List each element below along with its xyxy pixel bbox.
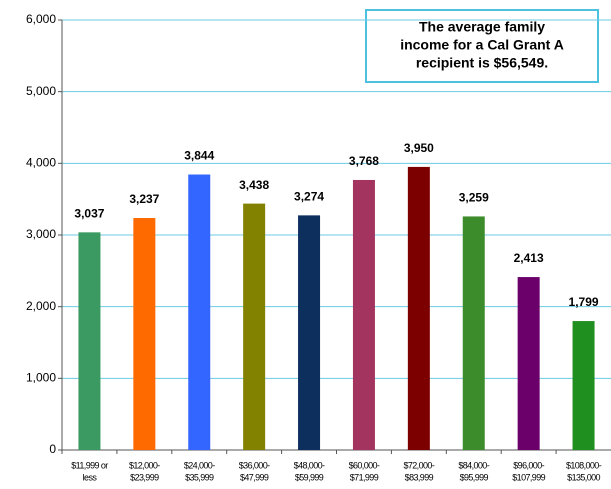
annotation: income for a Cal Grant A — [400, 37, 564, 53]
value-label: 2,413 — [514, 251, 544, 265]
x-tick-label: $12,000- — [129, 460, 160, 470]
x-tick-label: $35,999 — [185, 472, 214, 482]
value-label: 1,799 — [569, 295, 599, 309]
bar — [352, 179, 375, 450]
annotation-box — [365, 9, 599, 83]
bar — [517, 277, 540, 450]
value-label: 3,037 — [74, 207, 104, 221]
x-tick-label: $60,000- — [349, 460, 380, 470]
y-tick-label: 5,000 — [26, 84, 56, 98]
x-tick-label: $24,000- — [184, 460, 215, 470]
x-tick-label: $36,000- — [239, 460, 270, 470]
value-label: 3,259 — [459, 191, 489, 205]
y-tick-label: 3,000 — [26, 227, 56, 241]
x-tick-label: $59,999 — [295, 472, 324, 482]
x-tick-label: $96,000- — [513, 460, 544, 470]
x-tick-label: $95,999 — [460, 472, 489, 482]
bar — [133, 218, 156, 450]
x-tick-label: $71,999 — [350, 472, 379, 482]
x-tick-label: $48,000- — [294, 460, 325, 470]
annotation: recipient is $56,549. — [416, 55, 548, 71]
value-label: 3,844 — [184, 149, 214, 163]
bar — [78, 232, 101, 450]
x-tick-label: $47,999 — [240, 472, 269, 482]
x-tick-label: $23,999 — [130, 472, 159, 482]
value-label: 3,237 — [129, 192, 159, 206]
bar — [462, 216, 485, 450]
x-tick-label: $11,999 or — [71, 460, 108, 470]
x-tick-label: $108,000- — [566, 460, 602, 470]
x-tick-label: $72,000- — [403, 460, 434, 470]
value-label: 3,438 — [239, 178, 269, 192]
y-tick-label: 0 — [49, 442, 56, 456]
bar — [188, 174, 211, 450]
bar — [243, 203, 266, 450]
y-tick-label: 6,000 — [26, 12, 56, 26]
bar — [572, 321, 595, 450]
bar — [298, 215, 321, 450]
x-tick-label: $84,000- — [458, 460, 489, 470]
x-tick-label: $135,000 — [567, 472, 600, 482]
value-label: 3,274 — [294, 190, 324, 204]
y-tick-label: 2,000 — [26, 299, 56, 313]
value-label: 3,950 — [404, 141, 434, 155]
y-tick-label: 1,000 — [26, 371, 56, 385]
value-label: 3,768 — [349, 154, 379, 168]
annotation: The average family — [419, 19, 545, 35]
x-tick-label: $83,999 — [405, 472, 434, 482]
y-tick-label: 4,000 — [26, 156, 56, 170]
bar — [407, 166, 430, 450]
x-tick-label: $107,999 — [512, 472, 545, 482]
x-tick-label: less — [83, 472, 98, 482]
